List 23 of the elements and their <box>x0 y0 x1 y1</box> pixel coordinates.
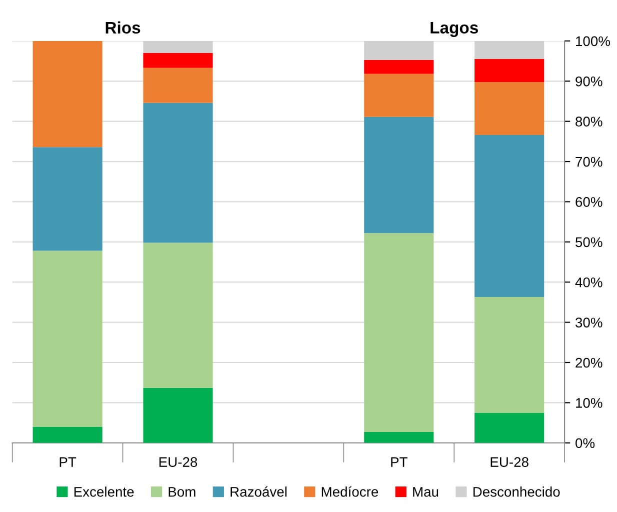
legend-label: Mau <box>413 487 438 497</box>
y-tick-label: 30% <box>576 318 602 328</box>
y-tick-label: 90% <box>576 76 602 86</box>
legend-label: Excelente <box>74 486 134 497</box>
x-tick-label: PT <box>391 457 408 467</box>
x-tick-label: EU-28 <box>159 457 198 467</box>
y-tick-label: 20% <box>576 358 602 368</box>
x-tick-label: EU-28 <box>490 457 528 467</box>
y-tick-label: 10% <box>576 398 602 408</box>
legend-label: Desconhecido <box>473 486 560 497</box>
x-tick-label: PT <box>60 457 76 467</box>
text: Lagos <box>430 22 478 37</box>
legend-label: Bom <box>168 487 196 497</box>
y-tick-label: 50% <box>576 237 602 248</box>
y-tick-label: 60% <box>576 197 602 207</box>
text: Rios <box>106 21 140 34</box>
y-tick-label: 100% <box>576 36 610 46</box>
y-tick-label: 80% <box>576 116 602 127</box>
y-tick-label: 70% <box>576 156 602 167</box>
legend-label: Medíocre <box>322 486 378 497</box>
y-tick-label: 40% <box>575 277 602 288</box>
y-tick-label: 0% <box>576 438 595 448</box>
legend-label: Razoável <box>230 486 287 497</box>
